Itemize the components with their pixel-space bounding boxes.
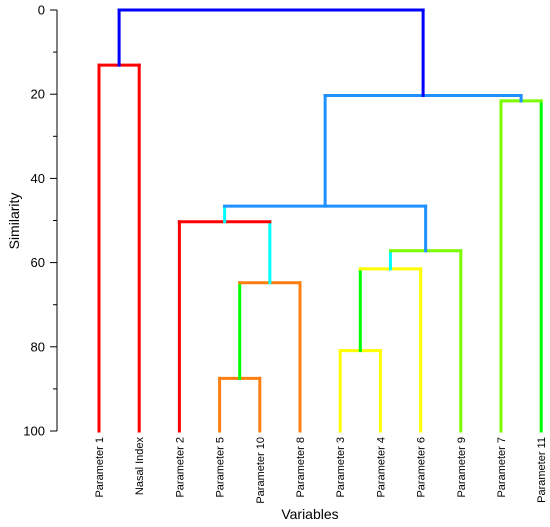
y-tick-label: 20 — [31, 87, 45, 102]
y-tick-label: 60 — [31, 255, 45, 270]
y-tick-label: 40 — [31, 171, 45, 186]
y-tick-label: 0 — [38, 3, 45, 18]
leaf-label: Parameter 11 — [536, 437, 548, 503]
leaf-label: Parameter 1 — [94, 437, 106, 498]
leaf-label: Parameter 2 — [174, 437, 186, 498]
y-axis-title: Similarity — [6, 193, 22, 250]
y-tick-label: 100 — [23, 424, 45, 439]
dendrogram-branches — [97, 8, 543, 433]
leaf-label: Nasal Index — [134, 437, 146, 496]
leaf-label: Parameter 4 — [375, 437, 387, 498]
leaf-labels: Parameter 1 Nasal Index Parameter 2 Paramet… — [94, 437, 548, 504]
y-axis: 0 20 40 60 80 100 — [23, 3, 58, 439]
leaf-label: Parameter 9 — [456, 437, 468, 498]
leaf-label: Parameter 7 — [496, 437, 508, 498]
leaf-label: Parameter 5 — [215, 437, 227, 498]
y-tick-label: 80 — [31, 339, 45, 354]
x-axis-title: Variables — [281, 506, 338, 522]
leaf-label: Parameter 8 — [295, 437, 307, 498]
leaf-label: Parameter 10 — [255, 437, 267, 504]
leaf-label: Parameter 6 — [416, 437, 428, 498]
leaf-label: Parameter 3 — [335, 437, 347, 498]
